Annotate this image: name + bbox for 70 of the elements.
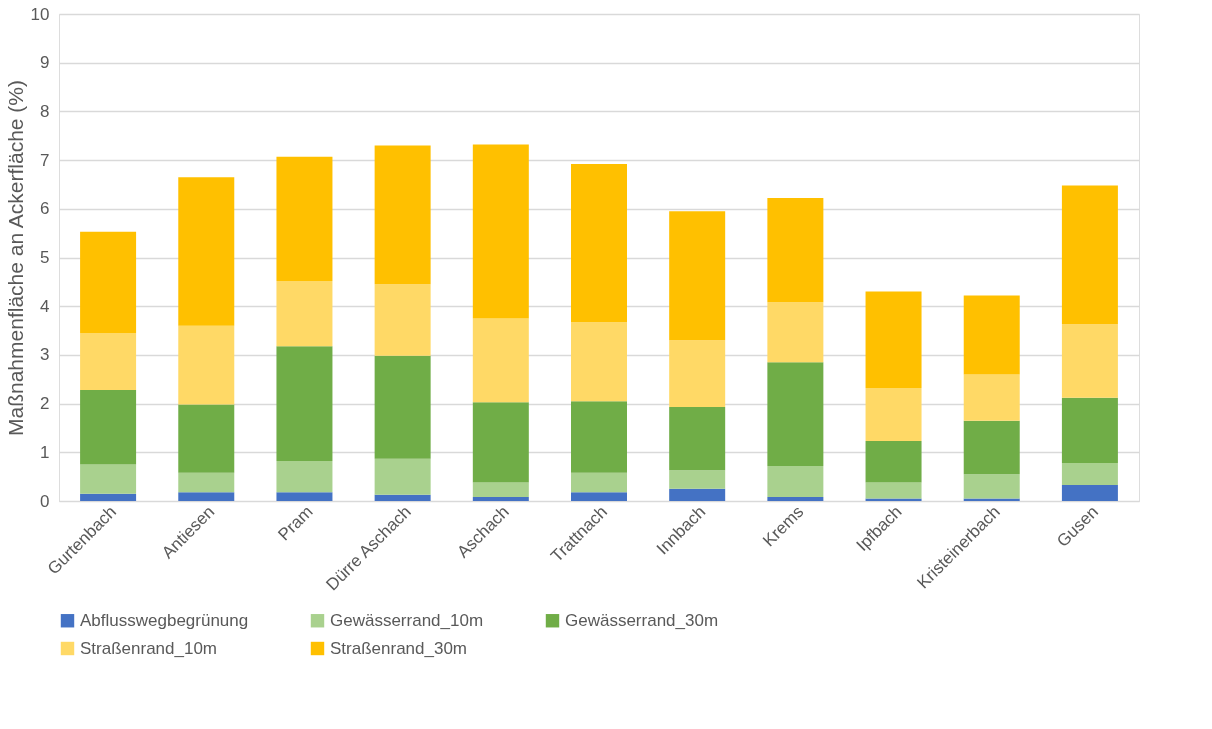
bar xyxy=(571,164,627,323)
y-tick-label: 2 xyxy=(40,394,50,414)
bar xyxy=(374,494,431,501)
bar xyxy=(374,145,431,285)
bar xyxy=(767,302,824,363)
bar xyxy=(276,492,333,501)
legend-label: Straßenrand_10m xyxy=(80,638,218,658)
bar xyxy=(1061,397,1118,464)
y-tick-label: 0 xyxy=(40,491,50,511)
bar xyxy=(374,355,431,459)
bar xyxy=(276,461,333,493)
bar xyxy=(472,402,529,483)
bar xyxy=(571,401,627,473)
bar xyxy=(472,482,529,498)
y-tick-label: 8 xyxy=(40,101,50,121)
bar xyxy=(963,474,1020,499)
bar xyxy=(178,492,235,501)
bar xyxy=(865,388,922,442)
bar xyxy=(472,318,529,403)
bar xyxy=(865,441,922,483)
bar xyxy=(865,482,922,499)
bar xyxy=(865,291,922,389)
bar xyxy=(80,493,137,501)
bar xyxy=(80,389,137,465)
y-tick-label: 5 xyxy=(40,248,50,267)
bar xyxy=(767,465,824,498)
bar xyxy=(767,497,824,501)
bar xyxy=(276,346,333,462)
y-tick-label: 7 xyxy=(40,150,50,170)
bar xyxy=(276,156,333,281)
bar xyxy=(374,284,431,356)
bar xyxy=(963,420,1020,475)
y-tick-label: 6 xyxy=(40,199,50,219)
legend-label: Abflusswegbegrünung xyxy=(80,610,249,630)
bar xyxy=(669,211,726,341)
y-tick-label: 4 xyxy=(40,296,50,316)
y-tick-label: 10 xyxy=(30,4,50,24)
y-tick-label: 1 xyxy=(40,442,50,462)
bar xyxy=(669,488,726,501)
bar xyxy=(571,492,627,501)
bar xyxy=(178,325,235,405)
bar xyxy=(1061,185,1118,325)
bar xyxy=(669,340,726,408)
bar xyxy=(178,177,235,326)
bar xyxy=(472,144,529,319)
bar xyxy=(669,470,726,489)
legend-label: Gewässerrand_30m xyxy=(565,610,719,630)
bar xyxy=(374,458,431,495)
legend-label: Straßenrand_30m xyxy=(330,638,468,658)
bar xyxy=(1061,324,1118,398)
bar xyxy=(80,231,137,333)
bar xyxy=(1061,484,1118,501)
bar xyxy=(767,198,824,303)
bar xyxy=(80,464,137,494)
bar xyxy=(571,472,627,493)
bar xyxy=(276,280,333,347)
bar xyxy=(571,322,627,402)
bar xyxy=(963,295,1020,375)
bar xyxy=(1061,463,1118,485)
bar xyxy=(178,472,235,493)
bar xyxy=(178,404,235,473)
legend-label: Gewässerrand_10m xyxy=(330,610,484,630)
bar xyxy=(963,374,1020,421)
y-axis-title: Maßnahmenfläche an Ackerfläche (%) xyxy=(3,79,27,437)
bar xyxy=(472,497,529,501)
bar xyxy=(669,407,726,471)
y-tick-label: 3 xyxy=(40,345,50,365)
bar xyxy=(80,332,137,390)
bar xyxy=(767,362,824,466)
y-tick-label: 9 xyxy=(40,53,50,73)
